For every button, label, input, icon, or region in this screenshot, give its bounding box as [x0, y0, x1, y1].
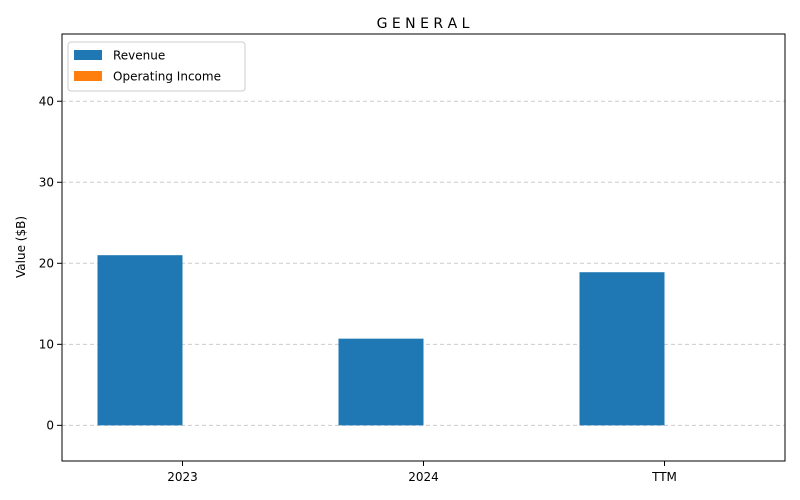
- legend-label: Operating Income: [113, 70, 221, 84]
- y-tick-label: 20: [39, 256, 54, 270]
- y-axis: 0 10 20 30 40: [39, 94, 62, 432]
- x-tick-label: TTM: [651, 470, 677, 484]
- y-tick-label: 40: [39, 94, 54, 108]
- y-axis-label: Value ($B): [14, 216, 28, 278]
- y-tick-label: 30: [39, 175, 54, 189]
- bars: [97, 255, 665, 426]
- y-tick-label: 10: [39, 337, 54, 351]
- bar-revenue-2024: [338, 338, 424, 426]
- chart-title: G E N E R A L: [377, 16, 470, 32]
- legend-label: Revenue: [113, 49, 165, 63]
- x-tick-label: 2023: [167, 470, 198, 484]
- bar-revenue-2023: [97, 255, 183, 426]
- x-axis: 2023 2024 TTM: [167, 461, 677, 484]
- x-tick-label: 2024: [408, 470, 439, 484]
- bar-revenue-ttm: [579, 272, 665, 426]
- legend: Revenue Operating Income: [67, 41, 246, 92]
- legend-swatch-revenue: [74, 50, 102, 60]
- legend-swatch-operating-income: [74, 71, 102, 81]
- legend-frame: [67, 41, 246, 92]
- y-tick-label: 0: [46, 418, 54, 432]
